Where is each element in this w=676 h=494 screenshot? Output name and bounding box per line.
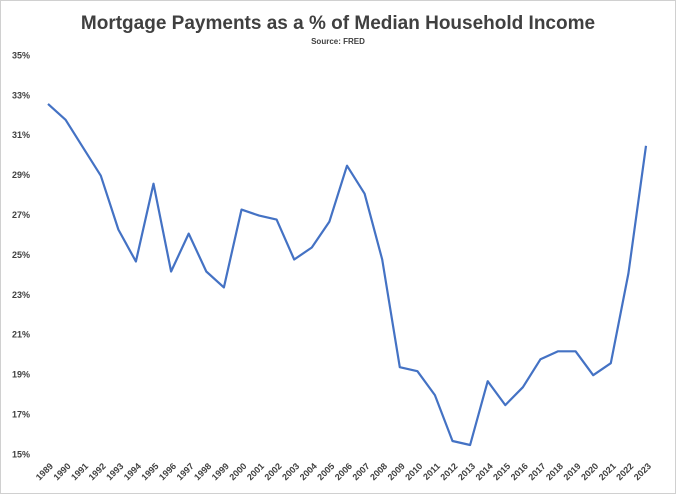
y-tick-label: 15% <box>12 449 30 459</box>
y-tick-label: 17% <box>12 409 30 419</box>
data-line <box>47 103 648 447</box>
y-tick-label: 35% <box>12 50 30 60</box>
y-tick-label: 29% <box>12 170 30 180</box>
y-tick-label: 19% <box>12 370 30 380</box>
y-tick-label: 21% <box>12 330 30 340</box>
y-tick-label: 27% <box>12 210 30 220</box>
chart-subtitle: Source: FRED <box>311 37 365 46</box>
y-tick-label: 33% <box>12 90 30 100</box>
y-tick-label: 23% <box>12 290 30 300</box>
y-tick-label: 31% <box>12 130 30 140</box>
chart-title: Mortgage Payments as a % of Median House… <box>81 13 595 34</box>
y-tick-label: 25% <box>12 250 30 260</box>
